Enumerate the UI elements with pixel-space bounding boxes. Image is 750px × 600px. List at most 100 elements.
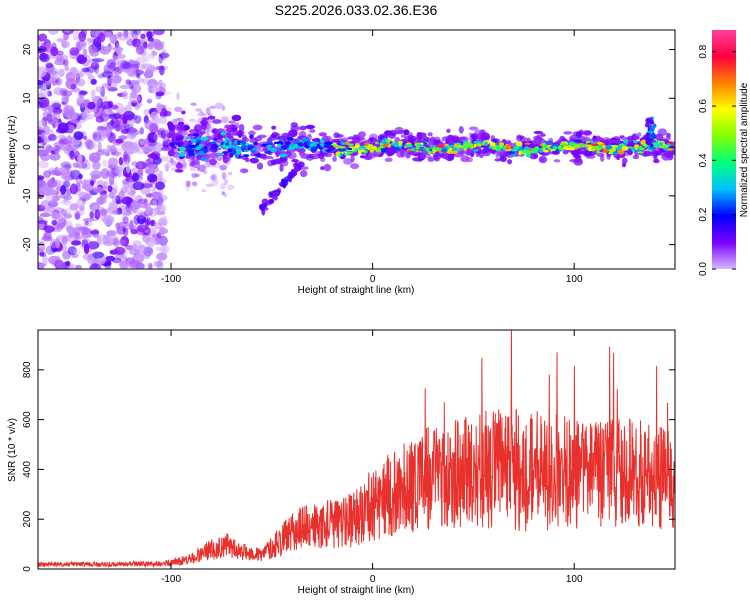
heatmap-cell [143,108,149,116]
heatmap-x-tick-label: 0 [370,274,376,285]
heatmap-cell [271,160,277,166]
heatmap-cell [131,260,143,268]
heatmap-cell [121,215,130,222]
heatmap-cell [38,89,49,98]
heatmap-cell [38,263,45,268]
heatmap-cell [323,152,333,158]
heatmap-cell [60,199,72,206]
heatmap-cell [305,124,315,130]
heatmap-cell [332,143,338,148]
heatmap-cell [55,237,61,249]
heatmap-cell [261,198,269,205]
heatmap-cell [53,145,61,151]
heatmap-cell [125,127,138,134]
heatmap-cell [96,196,107,205]
heatmap-cell [158,227,169,235]
heatmap-cell [406,149,413,152]
heatmap-cell [153,30,165,36]
heatmap-cell [649,147,655,151]
heatmap-cell [67,90,72,97]
heatmap-cell [270,147,277,153]
heatmap-cell [272,191,280,196]
heatmap-cell [473,149,479,152]
heatmap-cell [81,67,90,73]
heatmap-cell [89,230,100,235]
heatmap-cell [135,56,147,64]
heatmap-cell [85,140,92,151]
heatmap-cell [267,146,271,151]
heatmap-cell [506,140,512,144]
heatmap-cell [290,170,297,176]
heatmap-cell [97,73,105,79]
colorbar-tick-label: 0.4 [698,153,709,167]
heatmap-cell [43,170,52,178]
heatmap-cell [50,118,59,125]
heatmap-cell [286,136,294,141]
heatmap-cell [71,253,79,259]
heatmap-cell [86,65,97,73]
heatmap-cell [277,143,282,148]
colorbar-gradient [712,30,736,269]
heatmap-cell [198,150,204,154]
heatmap-cell [279,164,284,172]
heatmap-x-ticks: -100 0 100 [161,30,583,285]
heatmap-cell [60,184,67,195]
heatmap-cell [143,41,148,49]
heatmap-cell [82,218,95,222]
heatmap-cell [228,120,236,124]
heatmap-cell [532,148,539,151]
heatmap-cell [273,141,281,145]
heatmap-cell [190,138,197,143]
heatmap-cell [231,114,242,122]
heatmap-cell [156,232,162,239]
heatmap-cell [120,60,131,70]
heatmap-cell [71,143,80,150]
heatmap-cell [82,221,94,227]
heatmap-cell [147,153,159,159]
heatmap-cell [51,150,56,155]
heatmap-cell [508,151,515,155]
heatmap-cell [249,134,254,140]
heatmap-cell [196,152,205,156]
heatmap-cell [466,142,471,148]
snr-y-axis-label: SNR (10 * v/v) [7,418,18,482]
heatmap-cell [116,226,126,235]
heatmap-cell [587,147,592,152]
heatmap-cell [194,173,200,178]
heatmap-cell [57,135,67,140]
heatmap-cell [243,154,250,158]
heatmap-cell [177,129,183,136]
heatmap-cell [229,152,234,158]
heatmap-cell [193,133,199,137]
snr-y-tick-label: 800 [22,361,33,378]
heatmap-cell [96,106,105,112]
heatmap-cell [480,145,486,148]
heatmap-cell [480,132,491,140]
heatmap-cell [38,136,43,144]
heatmap-cell [41,235,53,242]
heatmap-cell [201,117,210,121]
heatmap-cell [169,142,175,147]
heatmap-cell [144,52,151,63]
heatmap-cell [562,145,569,150]
heatmap-cell [226,127,233,133]
heatmap-cell [358,145,366,150]
heatmap-cell [128,260,140,269]
heatmap-cell [102,193,109,199]
heatmap-cell [271,125,277,130]
heatmap-cell [221,191,225,196]
heatmap-cell [220,183,226,190]
heatmap-cell [103,214,115,226]
heatmap-cell [106,82,118,91]
heatmap-cell [63,105,75,117]
heatmap-cell [489,142,496,147]
heatmap-cell [73,151,80,157]
heatmap-cell [150,111,159,121]
heatmap-cell [583,130,593,136]
heatmap-cell [151,50,158,56]
colorbar-tick-label: 0.2 [698,207,709,221]
heatmap-cell [128,60,141,68]
heatmap-cell [53,60,61,65]
heatmap-cell [136,38,144,46]
